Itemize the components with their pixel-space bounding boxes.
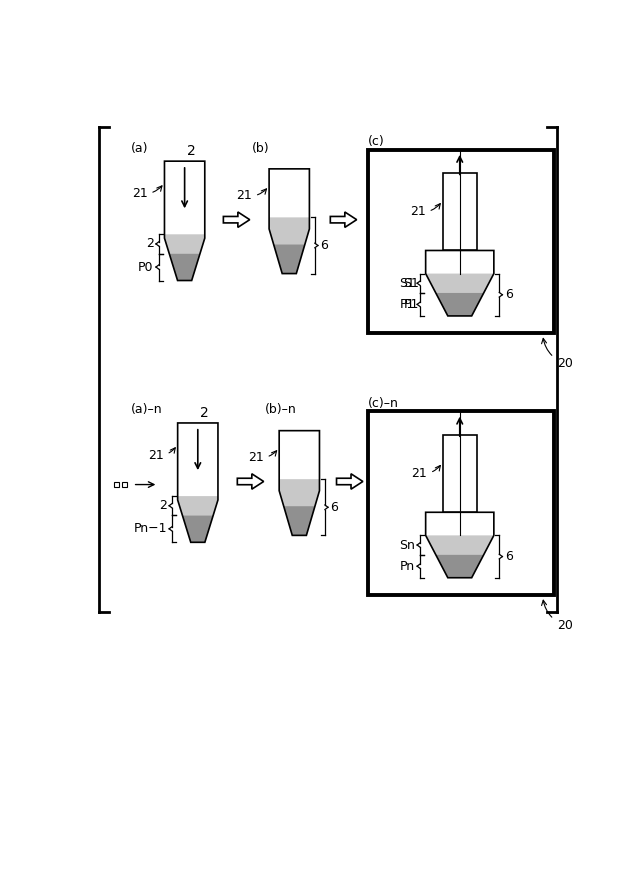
- Text: 2: 2: [187, 144, 196, 159]
- Polygon shape: [237, 474, 264, 489]
- Text: P0: P0: [138, 261, 154, 273]
- Polygon shape: [426, 512, 494, 536]
- Polygon shape: [284, 506, 315, 536]
- Text: 21: 21: [410, 204, 440, 218]
- Bar: [368, 411, 554, 595]
- Text: 21: 21: [412, 465, 440, 480]
- Polygon shape: [436, 555, 484, 578]
- Text: 6: 6: [505, 550, 513, 563]
- Polygon shape: [182, 515, 213, 543]
- Polygon shape: [169, 254, 200, 280]
- Polygon shape: [164, 234, 205, 254]
- Text: (a): (a): [131, 142, 148, 154]
- Text: 6: 6: [330, 500, 338, 514]
- Polygon shape: [274, 244, 305, 274]
- Polygon shape: [426, 274, 494, 292]
- Text: Pn−1: Pn−1: [133, 522, 167, 536]
- Text: 2: 2: [200, 406, 209, 420]
- Polygon shape: [269, 169, 309, 218]
- Polygon shape: [426, 250, 494, 274]
- Polygon shape: [279, 479, 319, 506]
- Polygon shape: [279, 431, 319, 479]
- Text: (a)–n: (a)–n: [131, 403, 162, 417]
- Text: 20: 20: [541, 338, 573, 370]
- Polygon shape: [164, 161, 205, 234]
- Polygon shape: [223, 212, 250, 227]
- Text: S1: S1: [399, 277, 415, 290]
- Bar: [443, 174, 477, 250]
- Polygon shape: [269, 218, 309, 244]
- Text: 21: 21: [236, 189, 266, 203]
- Text: (b): (b): [252, 142, 269, 154]
- Text: 2: 2: [146, 238, 154, 250]
- Text: S1: S1: [404, 277, 419, 290]
- Text: 21: 21: [132, 186, 162, 200]
- Text: 6: 6: [505, 288, 513, 301]
- Text: (c): (c): [368, 136, 385, 148]
- Bar: [114, 482, 119, 487]
- Bar: [122, 482, 127, 487]
- Polygon shape: [178, 423, 218, 496]
- Polygon shape: [436, 292, 484, 316]
- Text: 21: 21: [248, 451, 276, 464]
- Polygon shape: [426, 536, 494, 555]
- Text: (c)–n: (c)–n: [368, 397, 399, 411]
- Text: Sn: Sn: [399, 538, 415, 552]
- Bar: [368, 150, 554, 333]
- Text: P1: P1: [404, 298, 419, 311]
- Polygon shape: [337, 474, 363, 489]
- Text: 21: 21: [148, 448, 175, 462]
- Text: 20: 20: [541, 600, 573, 632]
- Bar: [443, 435, 477, 512]
- Text: 6: 6: [320, 239, 328, 252]
- Polygon shape: [178, 496, 218, 515]
- Text: P1: P1: [399, 298, 415, 311]
- Text: (b)–n: (b)–n: [264, 403, 296, 417]
- Polygon shape: [330, 212, 356, 227]
- Text: Pn: Pn: [399, 559, 415, 573]
- Text: 2: 2: [159, 500, 167, 512]
